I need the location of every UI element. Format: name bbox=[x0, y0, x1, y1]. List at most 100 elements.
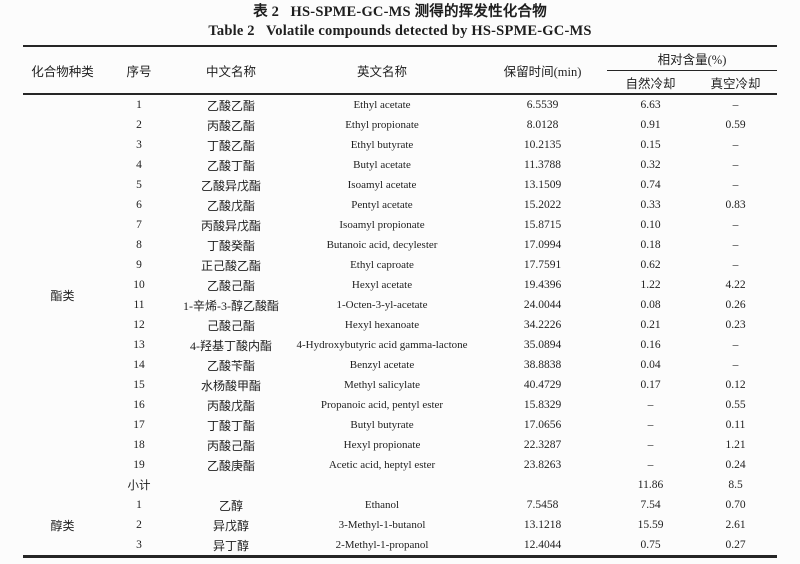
cell-cn: 乙酸己酯 bbox=[206, 278, 255, 293]
cell-no: 12 bbox=[133, 319, 145, 331]
cell-vacuum: 2.61 bbox=[725, 519, 746, 531]
compound-group-cell: 酯类 bbox=[50, 288, 75, 303]
table-row: 17 丁酸丁酯 Butyl butyrate 17.0656 – 0.11 bbox=[23, 415, 777, 435]
cell-natural: – bbox=[647, 459, 654, 471]
cell-vacuum: – bbox=[732, 159, 739, 171]
cell-rt: 23.8263 bbox=[523, 459, 562, 471]
cell-en: Ethyl propionate bbox=[345, 119, 419, 131]
cell-no: 14 bbox=[133, 359, 145, 371]
cell-cn: 乙酸庚酯 bbox=[206, 458, 255, 473]
table-row: 10 乙酸己酯 Hexyl acetate 19.4396 1.22 4.22 bbox=[23, 275, 777, 295]
caption-chinese: 表 2 HS-SPME-GC-MS 测得的挥发性化合物 bbox=[253, 4, 547, 20]
cell-cn: 丙酸己酯 bbox=[206, 438, 255, 453]
table-row: 2 异戊醇 3-Methyl-1-butanol 13.1218 15.59 2.61 bbox=[23, 515, 777, 535]
cell-vacuum: 8.5 bbox=[728, 479, 743, 491]
cell-vacuum: – bbox=[732, 219, 739, 231]
header-compound-type: 化合物种类 bbox=[31, 64, 94, 79]
cell-en: Isoamyl propionate bbox=[339, 219, 425, 231]
cell-natural: – bbox=[647, 439, 654, 451]
table-row: 15 水杨酸甲酯 Methyl salicylate 40.4729 0.17 0.12 bbox=[23, 375, 777, 395]
table-row: 4 乙酸丁酯 Butyl acetate 11.3788 0.32 – bbox=[23, 155, 777, 175]
cell-en: Propanoic acid, pentyl ester bbox=[320, 399, 444, 411]
cell-natural: 15.59 bbox=[637, 519, 664, 531]
cell-vacuum: 0.70 bbox=[725, 499, 746, 511]
cell-natural: 0.10 bbox=[640, 219, 661, 231]
table-row: 18 丙酸己酯 Hexyl propionate 22.3287 – 1.21 bbox=[23, 435, 777, 455]
cell-cn: 丁酸丁酯 bbox=[206, 418, 255, 433]
cell-no: 16 bbox=[133, 399, 145, 411]
cell-rt: 13.1218 bbox=[523, 519, 562, 531]
cell-no: 8 bbox=[136, 239, 142, 251]
cell-en: 1-Octen-3-yl-acetate bbox=[336, 299, 428, 311]
table-row: 小计 11.86 8.5 bbox=[23, 475, 777, 495]
cell-natural: 7.54 bbox=[640, 499, 661, 511]
cell-cn: 4-羟基丁酸内酯 bbox=[190, 338, 272, 353]
cell-vacuum: – bbox=[732, 359, 739, 371]
cell-rt: 10.2135 bbox=[523, 139, 562, 151]
cell-cn bbox=[176, 475, 286, 495]
cell-en: Hexyl propionate bbox=[343, 439, 421, 451]
cell-en: Ethanol bbox=[364, 499, 400, 511]
cell-natural: – bbox=[647, 399, 654, 411]
cell-vacuum: 0.59 bbox=[725, 119, 746, 131]
cell-vacuum: 1.21 bbox=[725, 439, 746, 451]
cell-cn: 水杨酸甲酯 bbox=[200, 378, 261, 393]
cell-natural: 0.33 bbox=[640, 199, 661, 211]
cell-no: 9 bbox=[136, 259, 142, 271]
cell-en: 4-Hydroxybutyric acid gamma-lactone bbox=[296, 339, 468, 351]
volatile-compounds-table: 化合物种类 序号 中文名称 英文名称 保留时间(min) 相对含量(%) 自然冷… bbox=[23, 45, 777, 558]
cell-no: 2 bbox=[136, 519, 142, 531]
header-relative-content: 相对含量(%) bbox=[607, 46, 777, 71]
cell-vacuum: – bbox=[732, 99, 739, 111]
table-row: 14 乙酸苄酯 Benzyl acetate 38.8838 0.04 – bbox=[23, 355, 777, 375]
cell-no: 17 bbox=[133, 419, 145, 431]
cell-cn: 丙酸乙酯 bbox=[206, 118, 255, 133]
caption-english: Table 2 Volatile compounds detected by H… bbox=[208, 23, 592, 39]
cell-cn: 丁酸癸酯 bbox=[206, 238, 255, 253]
cell-natural: 0.08 bbox=[640, 299, 661, 311]
table-row: 11 1-辛烯-3-醇乙酸酯 1-Octen-3-yl-acetate 24.0044… bbox=[23, 295, 777, 315]
cell-vacuum: 0.26 bbox=[725, 299, 746, 311]
cell-en: Ethyl caproate bbox=[350, 259, 414, 271]
cell-cn: 丙酸异戊酯 bbox=[200, 218, 261, 233]
cell-vacuum: 4.22 bbox=[725, 279, 746, 291]
cell-rt: 22.3287 bbox=[523, 439, 562, 451]
cell-vacuum: 0.83 bbox=[725, 199, 746, 211]
cell-cn: 1-辛烯-3-醇乙酸酯 bbox=[183, 298, 279, 313]
table-row: 13 4-羟基丁酸内酯 4-Hydroxybutyric acid gamma-la… bbox=[23, 335, 777, 355]
cell-natural: 1.22 bbox=[640, 279, 661, 291]
cell-cn: 异丁醇 bbox=[212, 538, 249, 553]
table-row: 19 乙酸庚酯 Acetic acid, heptyl ester 23.8263 – 0… bbox=[23, 455, 777, 475]
cell-vacuum: 0.24 bbox=[725, 459, 746, 471]
cell-cn: 乙酸乙酯 bbox=[206, 98, 255, 113]
table-row: 16 丙酸戊酯 Propanoic acid, pentyl ester 15.832… bbox=[23, 395, 777, 415]
cell-cn: 乙酸戊酯 bbox=[206, 198, 255, 213]
cell-en: Acetic acid, heptyl ester bbox=[328, 459, 436, 471]
cell-natural: 0.04 bbox=[640, 359, 661, 371]
cell-no: 11 bbox=[133, 299, 145, 311]
cell-vacuum: 0.55 bbox=[725, 399, 746, 411]
cell-rt: 12.4044 bbox=[523, 539, 562, 551]
header-english-name: 英文名称 bbox=[356, 64, 407, 79]
header-vacuum-cooling: 真空冷却 bbox=[710, 76, 761, 91]
cell-natural: – bbox=[647, 419, 654, 431]
cell-en: Benzyl acetate bbox=[349, 359, 415, 371]
cell-natural: 0.21 bbox=[640, 319, 661, 331]
cell-rt: 15.8329 bbox=[523, 399, 562, 411]
header-retention-time: 保留时间(min) bbox=[503, 64, 582, 79]
cell-vacuum: – bbox=[732, 139, 739, 151]
cell-rt: 7.5458 bbox=[526, 499, 559, 511]
cell-natural: 6.63 bbox=[640, 99, 661, 111]
cell-no: 小计 bbox=[127, 480, 151, 492]
table-header: 化合物种类 序号 中文名称 英文名称 保留时间(min) 相对含量(%) 自然冷… bbox=[23, 46, 777, 94]
cell-cn: 乙酸苄酯 bbox=[206, 358, 255, 373]
cell-natural: 0.32 bbox=[640, 159, 661, 171]
cell-rt: 8.0128 bbox=[526, 119, 559, 131]
header-natural-cooling: 自然冷却 bbox=[625, 76, 676, 91]
cell-rt: 19.4396 bbox=[523, 279, 562, 291]
cell-natural: 11.86 bbox=[637, 479, 664, 491]
cell-rt: 38.8838 bbox=[523, 359, 562, 371]
cell-rt: 6.5539 bbox=[526, 99, 559, 111]
cell-natural: 0.74 bbox=[640, 179, 661, 191]
cell-en: Isoamyl acetate bbox=[347, 179, 417, 191]
